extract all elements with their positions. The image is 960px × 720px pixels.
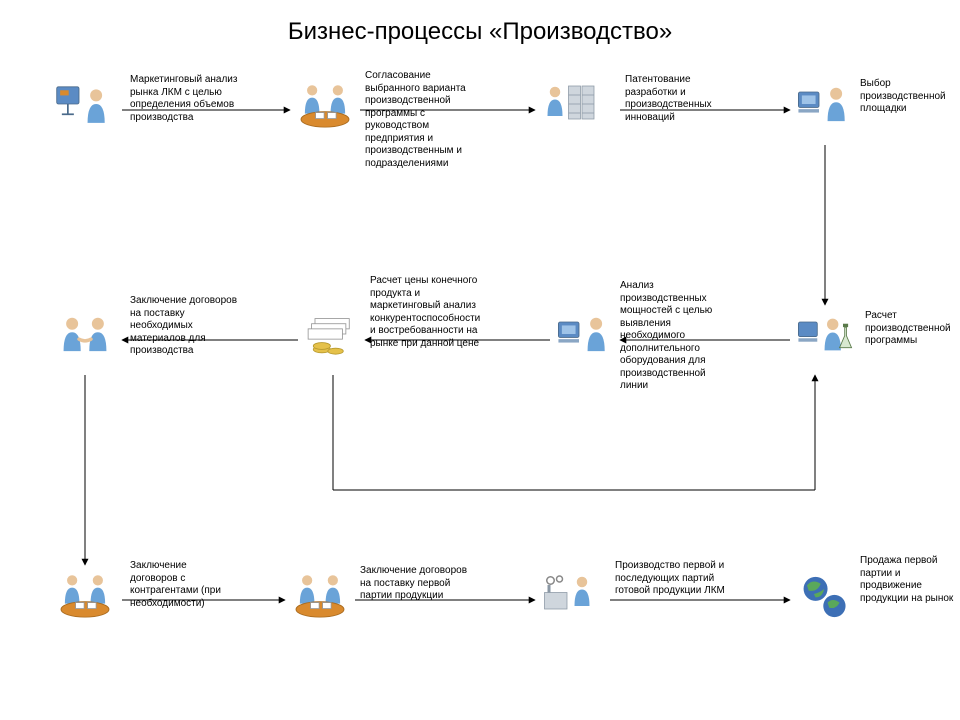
process-label: Заключение договоров на поставку первой … — [360, 565, 475, 603]
page-title: Бизнес-процессы «Производство» — [0, 18, 960, 46]
process-label: Маркетинговый анализ рынка ЛКМ с целью о… — [130, 74, 240, 124]
meeting-icon — [295, 80, 355, 140]
process-label: Производство первой и последующих партий… — [615, 560, 730, 598]
computer-icon — [795, 80, 855, 140]
process-label: Расчет производственной программы — [865, 310, 957, 348]
process-label: Патентование разработки и производственн… — [625, 74, 745, 124]
process-label: Согласование выбранного варианта произво… — [365, 70, 480, 170]
process-label: Анализ производственных мощностей с цель… — [620, 280, 735, 393]
presentation-icon — [55, 80, 115, 140]
meeting-icon — [290, 570, 350, 630]
money-icon — [303, 310, 363, 370]
factory-icon — [540, 570, 600, 630]
process-label: Заключение договоров с контрагентами (пр… — [130, 560, 235, 610]
meeting-icon — [55, 570, 115, 630]
process-label: Заключение договоров на поставку необход… — [130, 295, 240, 358]
server-icon — [540, 80, 600, 140]
globe-icon — [795, 570, 855, 630]
computer_flask-icon — [795, 310, 855, 370]
process-label: Продажа первой партии и продвижение прод… — [860, 555, 955, 605]
process-label: Расчет цены конечного продукта и маркети… — [370, 275, 485, 350]
computer-icon — [555, 310, 615, 370]
handshake-icon — [55, 310, 115, 370]
process-label: Выбор производственной площадки — [860, 78, 955, 116]
diagram-canvas: Бизнес-процессы «Производство» Маркетинг… — [0, 0, 960, 720]
